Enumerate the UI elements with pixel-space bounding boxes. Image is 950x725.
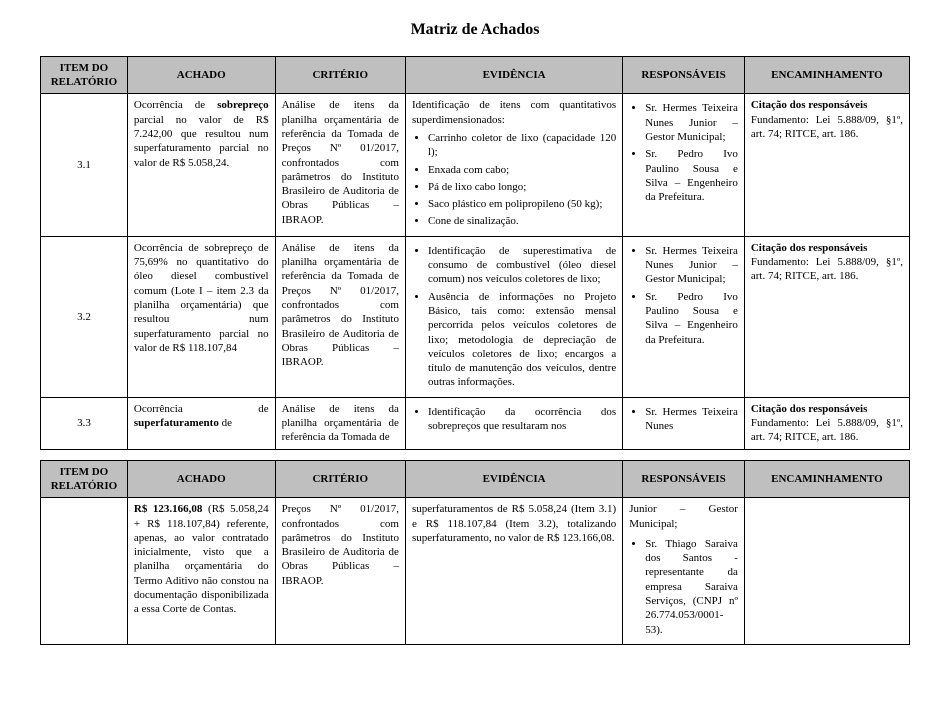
cell-achado: Ocorrência de sobrepreço parcial no valo… (127, 94, 275, 236)
list-item: Sr. Pedro Ivo Paulino Sousa e Silva – En… (645, 290, 738, 347)
evidencia-list: Identificação de superestimativa de cons… (412, 244, 616, 390)
evidencia-list: Identificação da ocorrência dos sobrepre… (412, 405, 616, 434)
table-header-row: ITEM DO RELATÓRIO ACHADO CRITÉRIO EVIDÊN… (41, 460, 910, 498)
col-evidencia: EVIDÊNCIA (405, 56, 622, 94)
resp-continuation: Junior – Gestor Municipal; (629, 502, 738, 531)
col-achado: ACHADO (127, 460, 275, 498)
cell-criterio: Análise de itens da planilha orçamentári… (275, 94, 405, 236)
cell-criterio: Análise de itens da planilha orçamentári… (275, 397, 405, 449)
col-item: ITEM DO RELATÓRIO (41, 460, 128, 498)
col-item: ITEM DO RELATÓRIO (41, 56, 128, 94)
list-item: Saco plástico em polipropileno (50 kg); (428, 197, 616, 211)
table-row: 3.2 Ocorrência de sobrepreço de 75,69% n… (41, 236, 910, 397)
table-header-row: ITEM DO RELATÓRIO ACHADO CRITÉRIO EVIDÊN… (41, 56, 910, 94)
col-responsaveis: RESPONSÁVEIS (623, 56, 745, 94)
cell-responsaveis: Sr. Hermes Teixeira Nunes Junior – Gesto… (623, 236, 745, 397)
page-title: Matriz de Achados (40, 20, 910, 41)
cell-item (41, 498, 128, 645)
list-item: Sr. Hermes Teixeira Nunes (645, 405, 738, 434)
cell-responsaveis: Junior – Gestor Municipal; Sr. Thiago Sa… (623, 498, 745, 645)
cell-item: 3.2 (41, 236, 128, 397)
bold-text: Citação dos responsáveis (751, 242, 868, 254)
cell-item: 3.1 (41, 94, 128, 236)
text: Fundamento: Lei 5.888/09, §1º, art. 74; … (751, 114, 903, 140)
list-item: Sr. Hermes Teixeira Nunes Junior – Gesto… (645, 101, 738, 144)
text: Fundamento: Lei 5.888/09, §1º, art. 74; … (751, 417, 903, 443)
table-row: R$ 123.166,08 (R$ 5.058,24 + R$ 118.107,… (41, 498, 910, 645)
text: Ocorrência de (134, 403, 269, 415)
cell-encaminhamento: Citação dos responsáveis Fundamento: Lei… (744, 236, 909, 397)
cell-evidencia: superfaturamentos de R$ 5.058,24 (Item 3… (405, 498, 622, 645)
bold-text: Citação dos responsáveis (751, 403, 868, 415)
cell-item: 3.3 (41, 397, 128, 449)
list-item: Sr. Pedro Ivo Paulino Sousa e Silva – En… (645, 147, 738, 204)
matriz-table-part1: ITEM DO RELATÓRIO ACHADO CRITÉRIO EVIDÊN… (40, 56, 910, 450)
cell-encaminhamento: Citação dos responsáveis Fundamento: Lei… (744, 94, 909, 236)
col-responsaveis: RESPONSÁVEIS (623, 460, 745, 498)
bold-text: sobrepreço (217, 99, 269, 111)
resp-list: Sr. Thiago Saraiva dos Santos - represen… (629, 537, 738, 637)
list-item: Enxada com cabo; (428, 163, 616, 177)
col-criterio: CRITÉRIO (275, 460, 405, 498)
cell-achado: Ocorrência de sobrepreço de 75,69% no qu… (127, 236, 275, 397)
list-item: Identificação da ocorrência dos sobrepre… (428, 405, 616, 434)
cell-encaminhamento (744, 498, 909, 645)
text: Ocorrência de (134, 99, 217, 111)
cell-evidencia: Identificação da ocorrência dos sobrepre… (405, 397, 622, 449)
text: parcial no valor de R$ 7.242,00 que resu… (134, 114, 269, 169)
col-encaminhamento: ENCAMINHAMENTO (744, 460, 909, 498)
bold-text: Citação dos responsáveis (751, 99, 868, 111)
col-evidencia: EVIDÊNCIA (405, 460, 622, 498)
list-item: Pá de lixo cabo longo; (428, 180, 616, 194)
cell-evidencia: Identificação de itens com quantitativos… (405, 94, 622, 236)
list-item: Identificação de superestimativa de cons… (428, 244, 616, 287)
evidencia-list: Carrinho coletor de lixo (capacidade 120… (412, 131, 616, 229)
table-row: 3.1 Ocorrência de sobrepreço parcial no … (41, 94, 910, 236)
col-achado: ACHADO (127, 56, 275, 94)
list-item: Cone de sinalização. (428, 214, 616, 228)
cell-encaminhamento: Citação dos responsáveis Fundamento: Lei… (744, 397, 909, 449)
bold-text: R$ 123.166,08 (134, 503, 203, 515)
list-item: Sr. Thiago Saraiva dos Santos - represen… (645, 537, 738, 637)
text: de (219, 417, 232, 429)
cell-criterio: Análise de itens da planilha orçamentári… (275, 236, 405, 397)
list-item: Ausência de informações no Projeto Básic… (428, 290, 616, 390)
col-criterio: CRITÉRIO (275, 56, 405, 94)
cell-criterio: Preços Nº 01/2017, confrontados com parâ… (275, 498, 405, 645)
resp-list: Sr. Hermes Teixeira Nunes Junior – Gesto… (629, 244, 738, 347)
resp-list: Sr. Hermes Teixeira Nunes Junior – Gesto… (629, 101, 738, 204)
resp-list: Sr. Hermes Teixeira Nunes (629, 405, 738, 434)
list-item: Sr. Hermes Teixeira Nunes Junior – Gesto… (645, 244, 738, 287)
table-row: 3.3 Ocorrência de superfaturamento de An… (41, 397, 910, 449)
col-encaminhamento: ENCAMINHAMENTO (744, 56, 909, 94)
text: (R$ 5.058,24 + R$ 118.107,84) referente,… (134, 503, 269, 615)
bold-text: superfaturamento (134, 417, 219, 429)
evidencia-lead: Identificação de itens com quantitativos… (412, 98, 616, 127)
cell-achado: R$ 123.166,08 (R$ 5.058,24 + R$ 118.107,… (127, 498, 275, 645)
matriz-table-part2: ITEM DO RELATÓRIO ACHADO CRITÉRIO EVIDÊN… (40, 460, 910, 645)
cell-responsaveis: Sr. Hermes Teixeira Nunes Junior – Gesto… (623, 94, 745, 236)
text: Fundamento: Lei 5.888/09, §1º, art. 74; … (751, 256, 903, 282)
list-item: Carrinho coletor de lixo (capacidade 120… (428, 131, 616, 160)
cell-responsaveis: Sr. Hermes Teixeira Nunes (623, 397, 745, 449)
cell-evidencia: Identificação de superestimativa de cons… (405, 236, 622, 397)
cell-achado: Ocorrência de superfaturamento de (127, 397, 275, 449)
